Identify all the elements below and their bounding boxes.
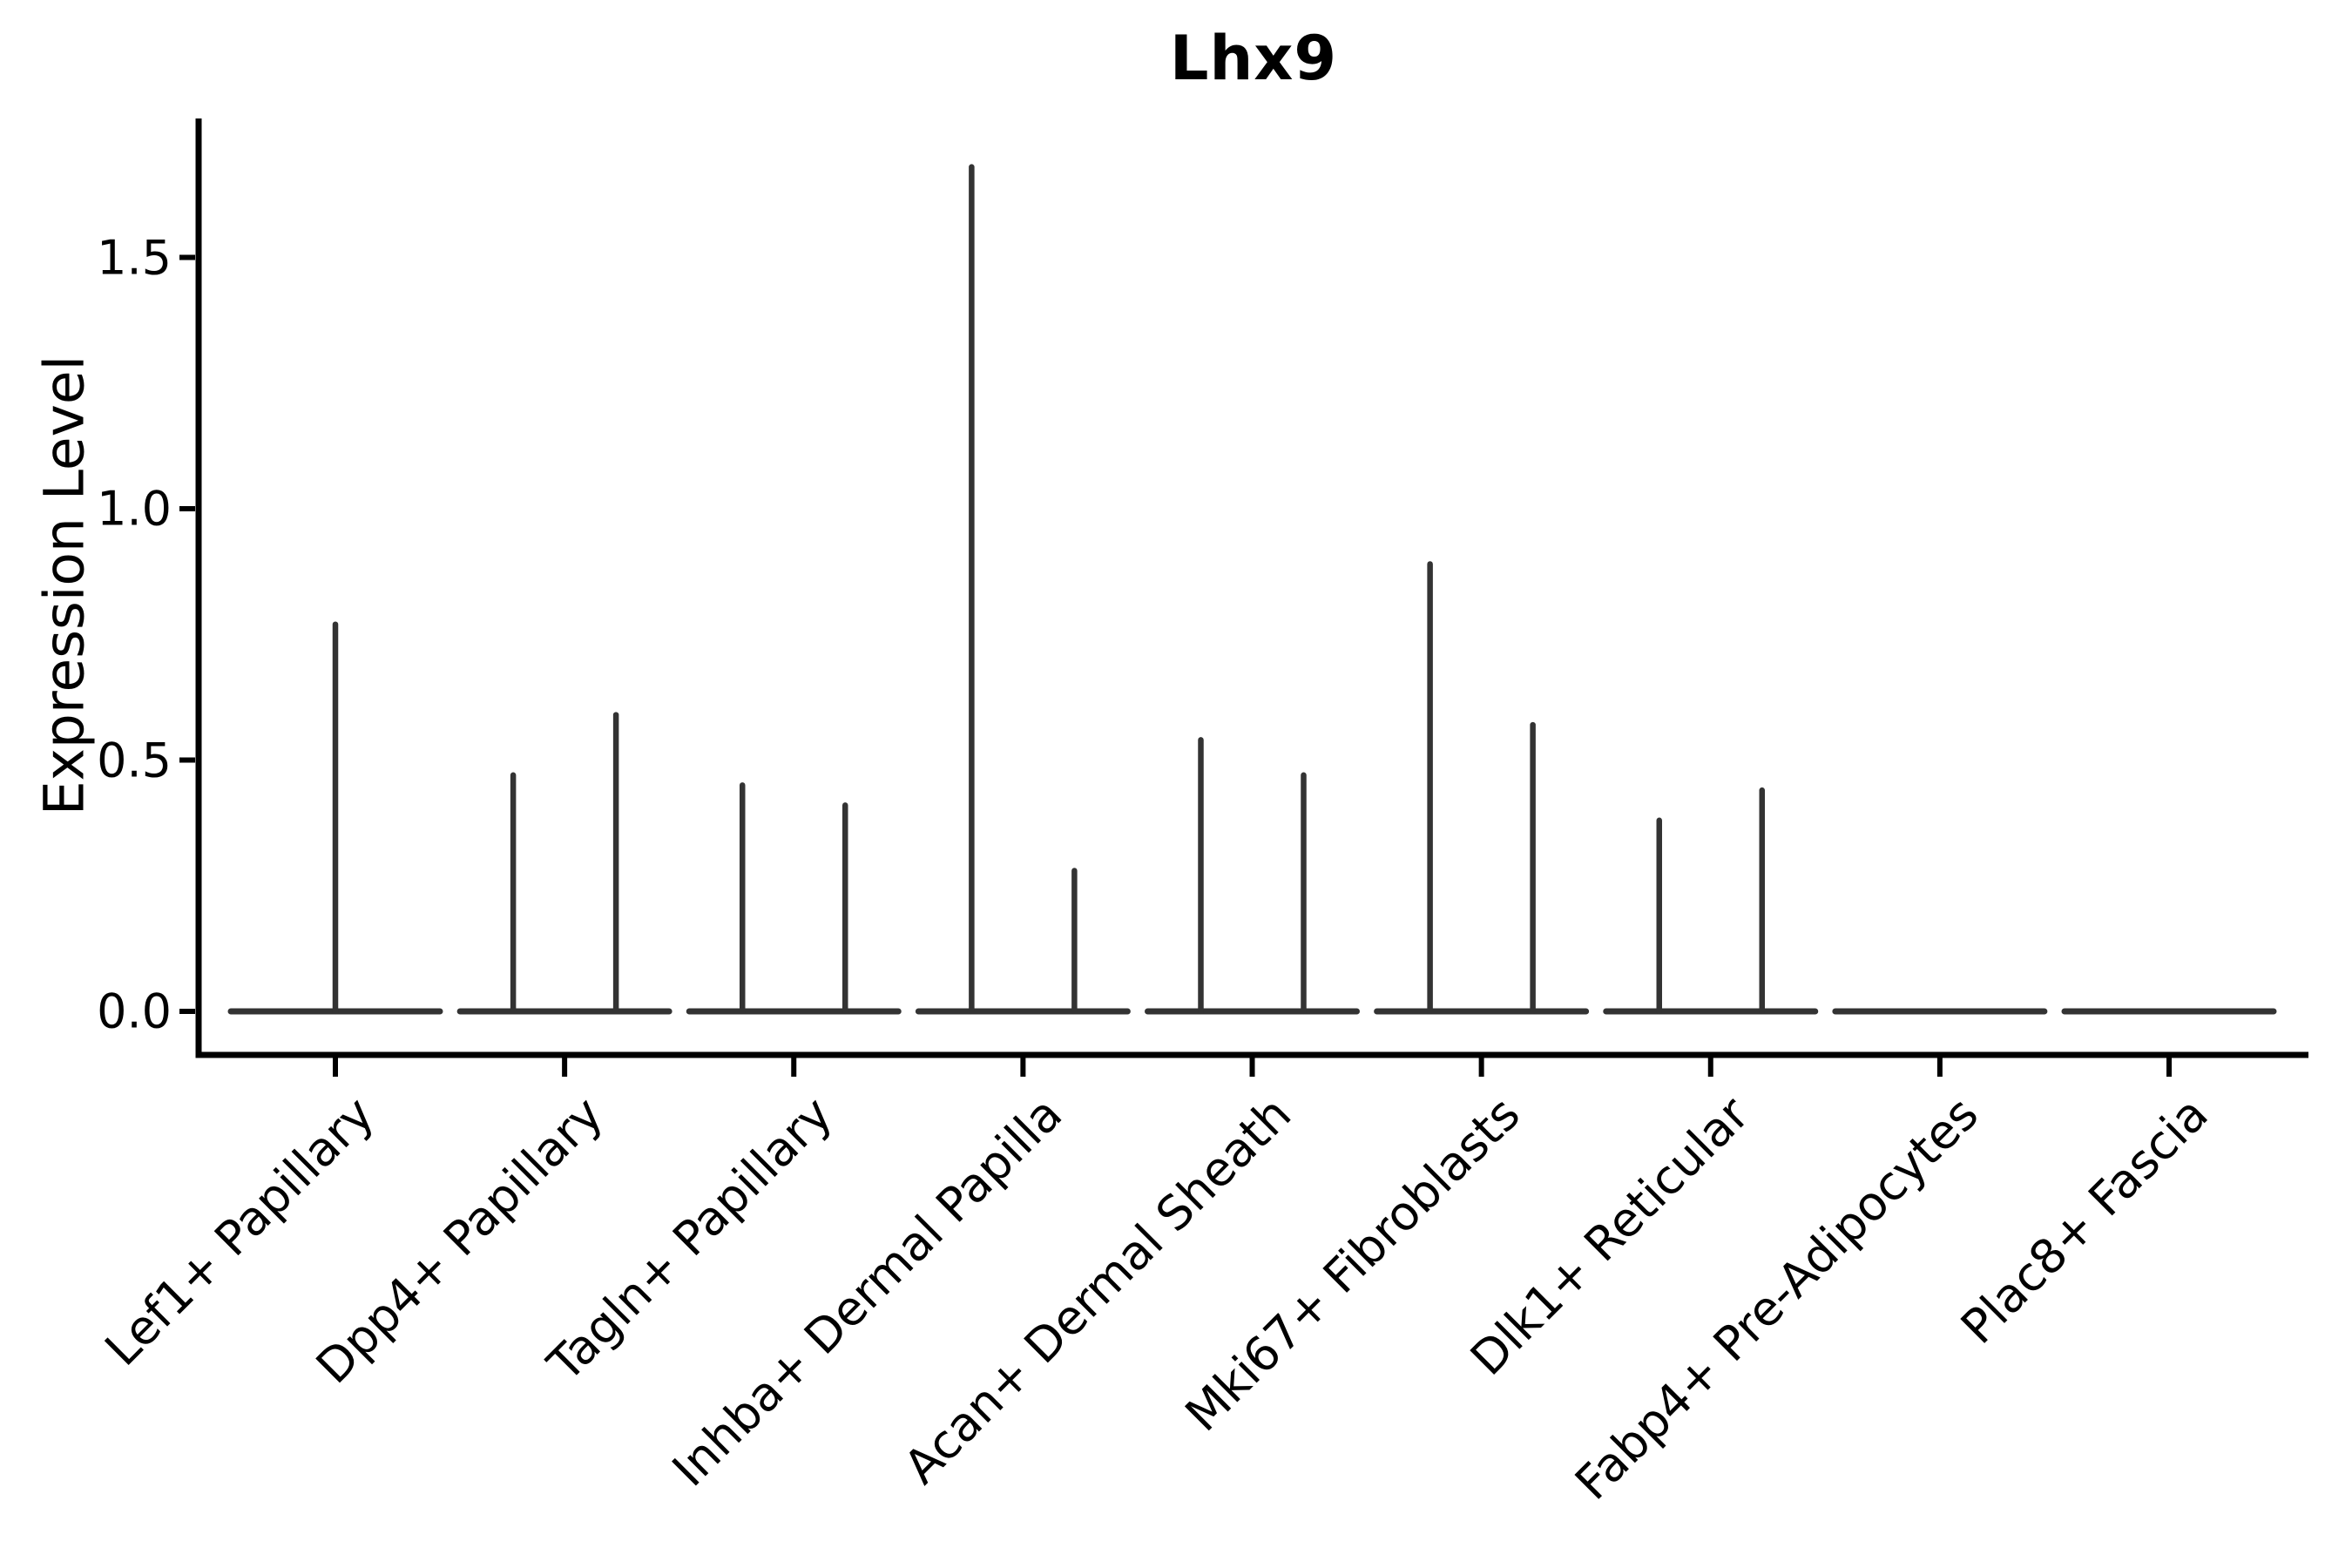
chart-title: Lhx9: [1169, 23, 1338, 94]
y-tick-label: 1.5: [97, 230, 172, 285]
y-tick-label: 0.5: [97, 733, 172, 787]
y-tick-label: 0.0: [97, 983, 172, 1039]
y-axis-label: Expression Level: [32, 355, 97, 816]
y-tick-label: 1.0: [97, 481, 172, 537]
